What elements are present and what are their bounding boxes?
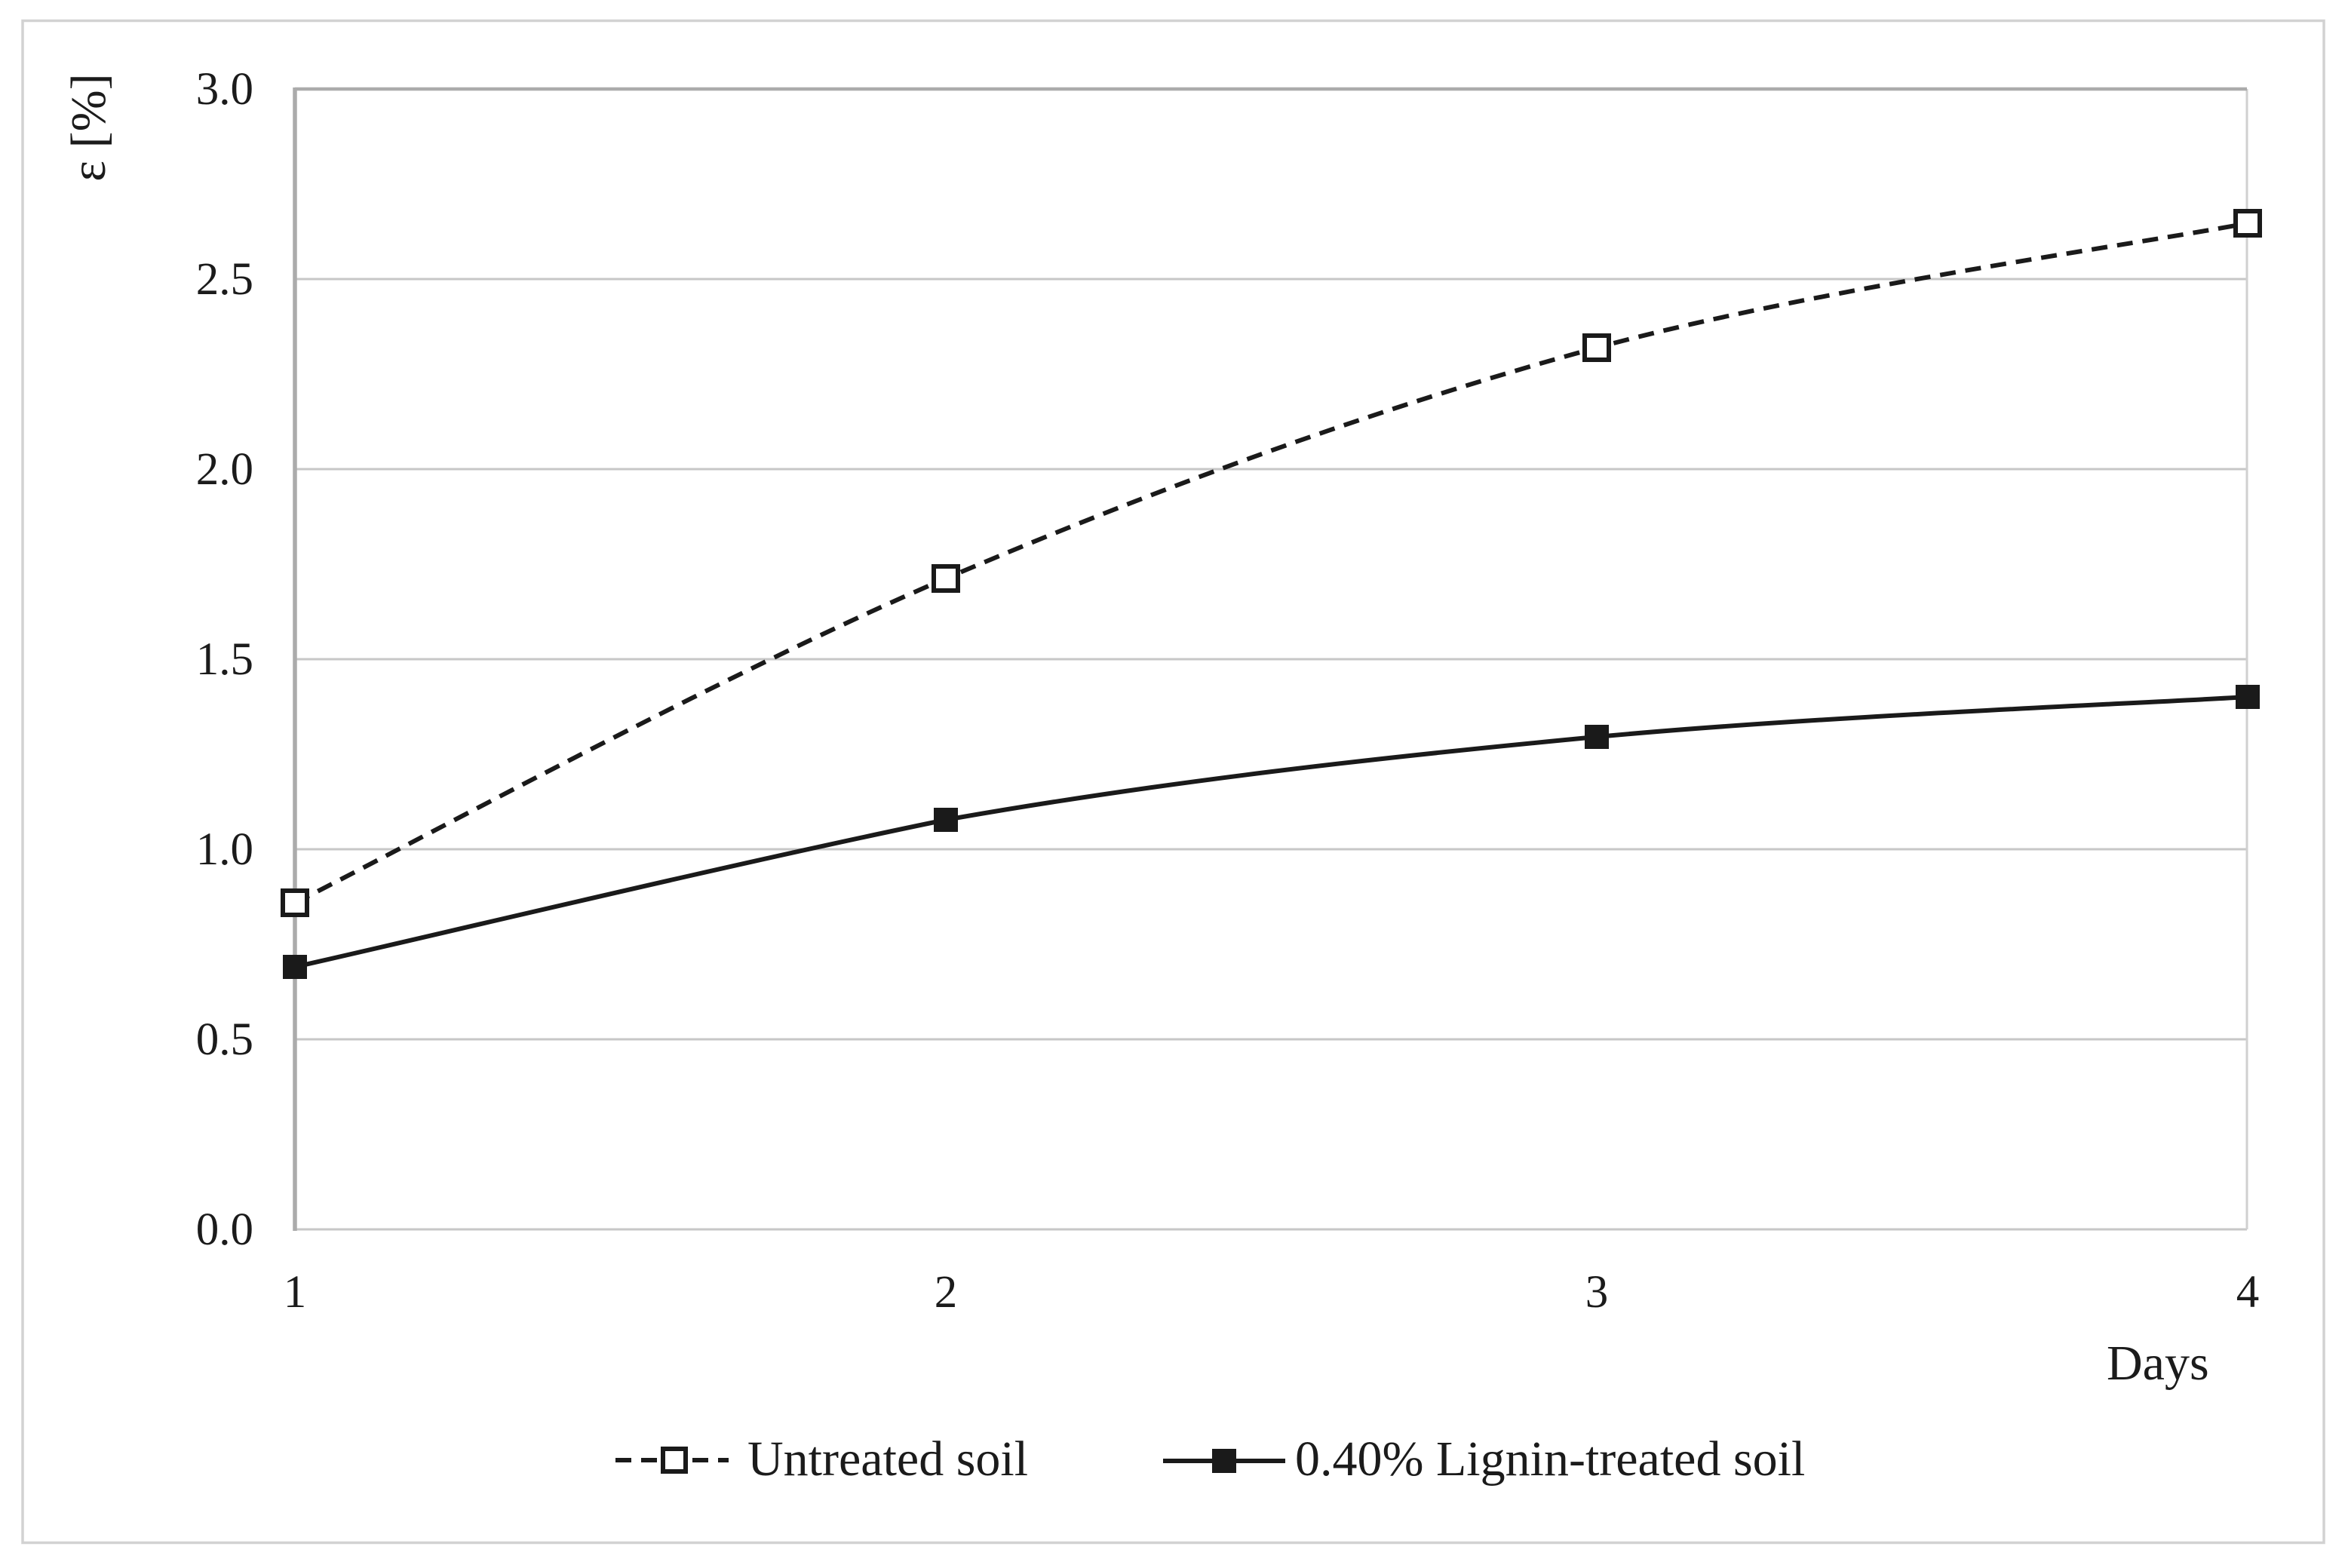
svg-text:2.0: 2.0 (196, 444, 253, 495)
svg-text:0.0: 0.0 (196, 1204, 253, 1255)
svg-text:4: 4 (2236, 1267, 2260, 1318)
svg-text:0.5: 0.5 (196, 1014, 253, 1065)
svg-text:2: 2 (935, 1267, 958, 1318)
svg-text:1.5: 1.5 (196, 634, 253, 685)
svg-text:3.0: 3.0 (196, 64, 253, 115)
svg-text:ε [%]: ε [%] (61, 73, 116, 181)
svg-text:2.5: 2.5 (196, 254, 253, 305)
svg-text:1: 1 (284, 1267, 307, 1318)
svg-text:Untreated soil: Untreated soil (747, 1431, 1028, 1487)
svg-text:3: 3 (1585, 1267, 1609, 1318)
svg-text:1.0: 1.0 (196, 824, 253, 875)
svg-text:Days: Days (2107, 1336, 2209, 1391)
svg-text:0.40% Lignin-treated soil: 0.40% Lignin-treated soil (1295, 1431, 1805, 1487)
